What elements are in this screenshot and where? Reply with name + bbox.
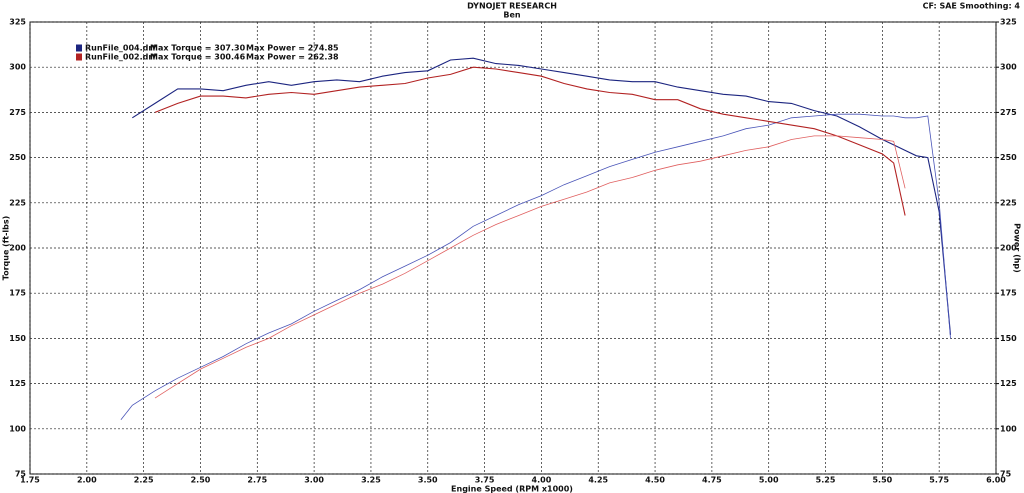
y-tick-label: 75 <box>15 470 27 479</box>
y-tick-label: 275 <box>9 108 26 117</box>
x-tick-label: 3.50 <box>418 476 438 485</box>
y-tick-label: 150 <box>9 334 26 343</box>
x-tick-label: 5.75 <box>929 476 949 485</box>
y2-tick-label: 250 <box>1000 153 1017 162</box>
x-tick-label: 4.50 <box>645 476 665 485</box>
y2-tick-label: 175 <box>1000 289 1017 298</box>
x-tick-label: 1.75 <box>20 476 40 485</box>
legend-label: RunFile_002.drf <box>85 53 156 62</box>
y2-tick-label: 325 <box>1000 18 1017 27</box>
y-tick-label: 125 <box>9 379 26 388</box>
y2-tick-label: 100 <box>1000 424 1017 433</box>
legend-swatch <box>76 53 82 61</box>
legend-note: Max Power = 262.38 <box>246 53 339 62</box>
data-line <box>120 113 951 421</box>
corner-note: CF: SAE Smoothing: 4 <box>923 2 1021 11</box>
x-axis-label: Engine Speed (RPM x1000) <box>451 485 573 493</box>
x-tick-label: 3.75 <box>475 476 495 485</box>
x-tick-label: 5.50 <box>872 476 892 485</box>
legend-note: Max Power = 274.85 <box>246 44 339 53</box>
y-tick-label: 300 <box>9 63 26 72</box>
y-tick-label: 225 <box>9 198 26 207</box>
y-tick-label: 250 <box>9 153 26 162</box>
x-tick-label: 2.00 <box>77 476 97 485</box>
y2-tick-label: 125 <box>1000 379 1017 388</box>
legend-swatch <box>76 44 82 52</box>
legend-note: Max Torque = 300.46 <box>150 53 246 62</box>
y2-tick-label: 225 <box>1000 198 1017 207</box>
y-tick-label: 325 <box>9 18 26 27</box>
x-tick-label: 6.00 <box>986 476 1006 485</box>
x-tick-label: 5.25 <box>816 476 836 485</box>
data-line <box>154 135 906 399</box>
y2-tick-label: 300 <box>1000 63 1017 72</box>
legend-note: Max Torque = 307.30 <box>150 44 246 53</box>
x-tick-label: 4.00 <box>532 476 552 485</box>
x-tick-label: 3.25 <box>361 476 381 485</box>
y2-tick-label: 200 <box>1000 244 1017 253</box>
data-line <box>132 57 952 335</box>
x-tick-label: 2.75 <box>247 476 267 485</box>
y2-tick-label: 150 <box>1000 334 1017 343</box>
x-tick-label: 3.00 <box>304 476 324 485</box>
y2-tick-label: 75 <box>1000 470 1012 479</box>
y-axis-label: Torque (ft-lbs) <box>2 216 11 281</box>
x-tick-label: 2.50 <box>191 476 211 485</box>
data-line <box>154 66 906 216</box>
y-tick-label: 175 <box>9 289 26 298</box>
chart-title: DYNOJET RESEARCH <box>467 2 557 11</box>
x-tick-label: 4.25 <box>588 476 608 485</box>
y-tick-label: 100 <box>9 424 26 433</box>
legend-label: RunFile_004.drf <box>85 44 156 53</box>
x-tick-label: 2.25 <box>134 476 154 485</box>
x-tick-label: 5.00 <box>759 476 779 485</box>
y2-axis-label: Power (hp) <box>1013 223 1022 273</box>
y2-tick-label: 275 <box>1000 108 1017 117</box>
x-tick-label: 4.75 <box>702 476 722 485</box>
chart-subtitle: Ben <box>503 11 521 20</box>
y-tick-label: 200 <box>9 244 26 253</box>
